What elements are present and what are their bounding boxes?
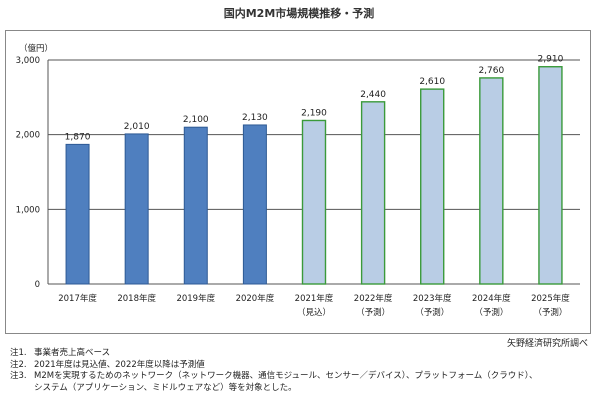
bar-2021年度 — [301, 119, 327, 285]
x-tick-sublabel-7: （予測） — [474, 307, 508, 318]
bar-2022年度 — [360, 101, 386, 285]
value-label-6: 2,610 — [419, 77, 445, 87]
x-tick-label-7: 2024年度 — [472, 293, 511, 304]
y-tick-label-3: 3,000 — [16, 56, 40, 66]
note-3: 注3. M2Mを実現するためのネットワーク（ネットワーク機器、通信モジュール、セン… — [10, 371, 538, 382]
bar-2025年度 — [538, 66, 563, 285]
source-credit: 矢野経済研究所調べ — [506, 339, 588, 349]
value-label-3: 2,130 — [242, 113, 268, 123]
chart-frame — [5, 30, 591, 334]
x-tick-label-3: 2020年度 — [236, 293, 275, 304]
x-tick-sublabel-8: （予測） — [533, 307, 567, 318]
bar-2024年度 — [479, 77, 504, 285]
x-tick-sublabel-4: （見込） — [297, 307, 331, 318]
y-tick-label-2: 2,000 — [16, 131, 40, 141]
x-tick-label-5: 2022年度 — [354, 293, 393, 304]
x-tick-label-2: 2019年度 — [176, 293, 215, 304]
value-label-4: 2,190 — [301, 108, 327, 118]
value-label-8: 2,910 — [538, 55, 564, 65]
x-tick-label-8: 2025年度 — [531, 293, 570, 304]
chart-title: 国内M2M市場規模推移・予測 — [223, 7, 375, 20]
y-tick-label-1: 1,000 — [16, 205, 40, 215]
x-tick-sublabel-6: （予測） — [415, 307, 449, 318]
x-tick-label-6: 2023年度 — [413, 293, 452, 304]
note-2: 注2. 2021年度は見込値、2022年度以降は予測値 — [10, 359, 205, 370]
bar-2017年度 — [65, 143, 90, 285]
value-label-2: 2,100 — [183, 115, 209, 125]
note-3-cont: システム（アプリケーション、ミドルウェアなど）等を対象とした。 — [34, 382, 297, 393]
x-tick-label-0: 2017年度 — [58, 293, 97, 304]
x-tick-label-4: 2021年度 — [295, 293, 334, 304]
value-label-7: 2,760 — [478, 66, 504, 76]
notes: 注1. 事業者売上高ベース 注2. 2021年度は見込値、2022年度以降は予測値 … — [10, 348, 537, 394]
value-label-5: 2,440 — [360, 90, 386, 100]
x-tick-label-1: 2018年度 — [117, 293, 156, 304]
value-label-0: 1,870 — [65, 132, 91, 142]
note-1: 注1. 事業者売上高ベース — [10, 348, 111, 358]
bar-2019年度 — [183, 126, 208, 285]
value-label-1: 2,010 — [124, 122, 150, 132]
x-tick-sublabel-5: （予測） — [356, 307, 390, 318]
y-tick-label-0: 0 — [35, 280, 40, 290]
y-axis-label: （億円） — [19, 43, 53, 54]
bar-2018年度 — [124, 133, 149, 285]
bar-2023年度 — [420, 88, 445, 285]
bar-2020年度 — [242, 124, 267, 285]
